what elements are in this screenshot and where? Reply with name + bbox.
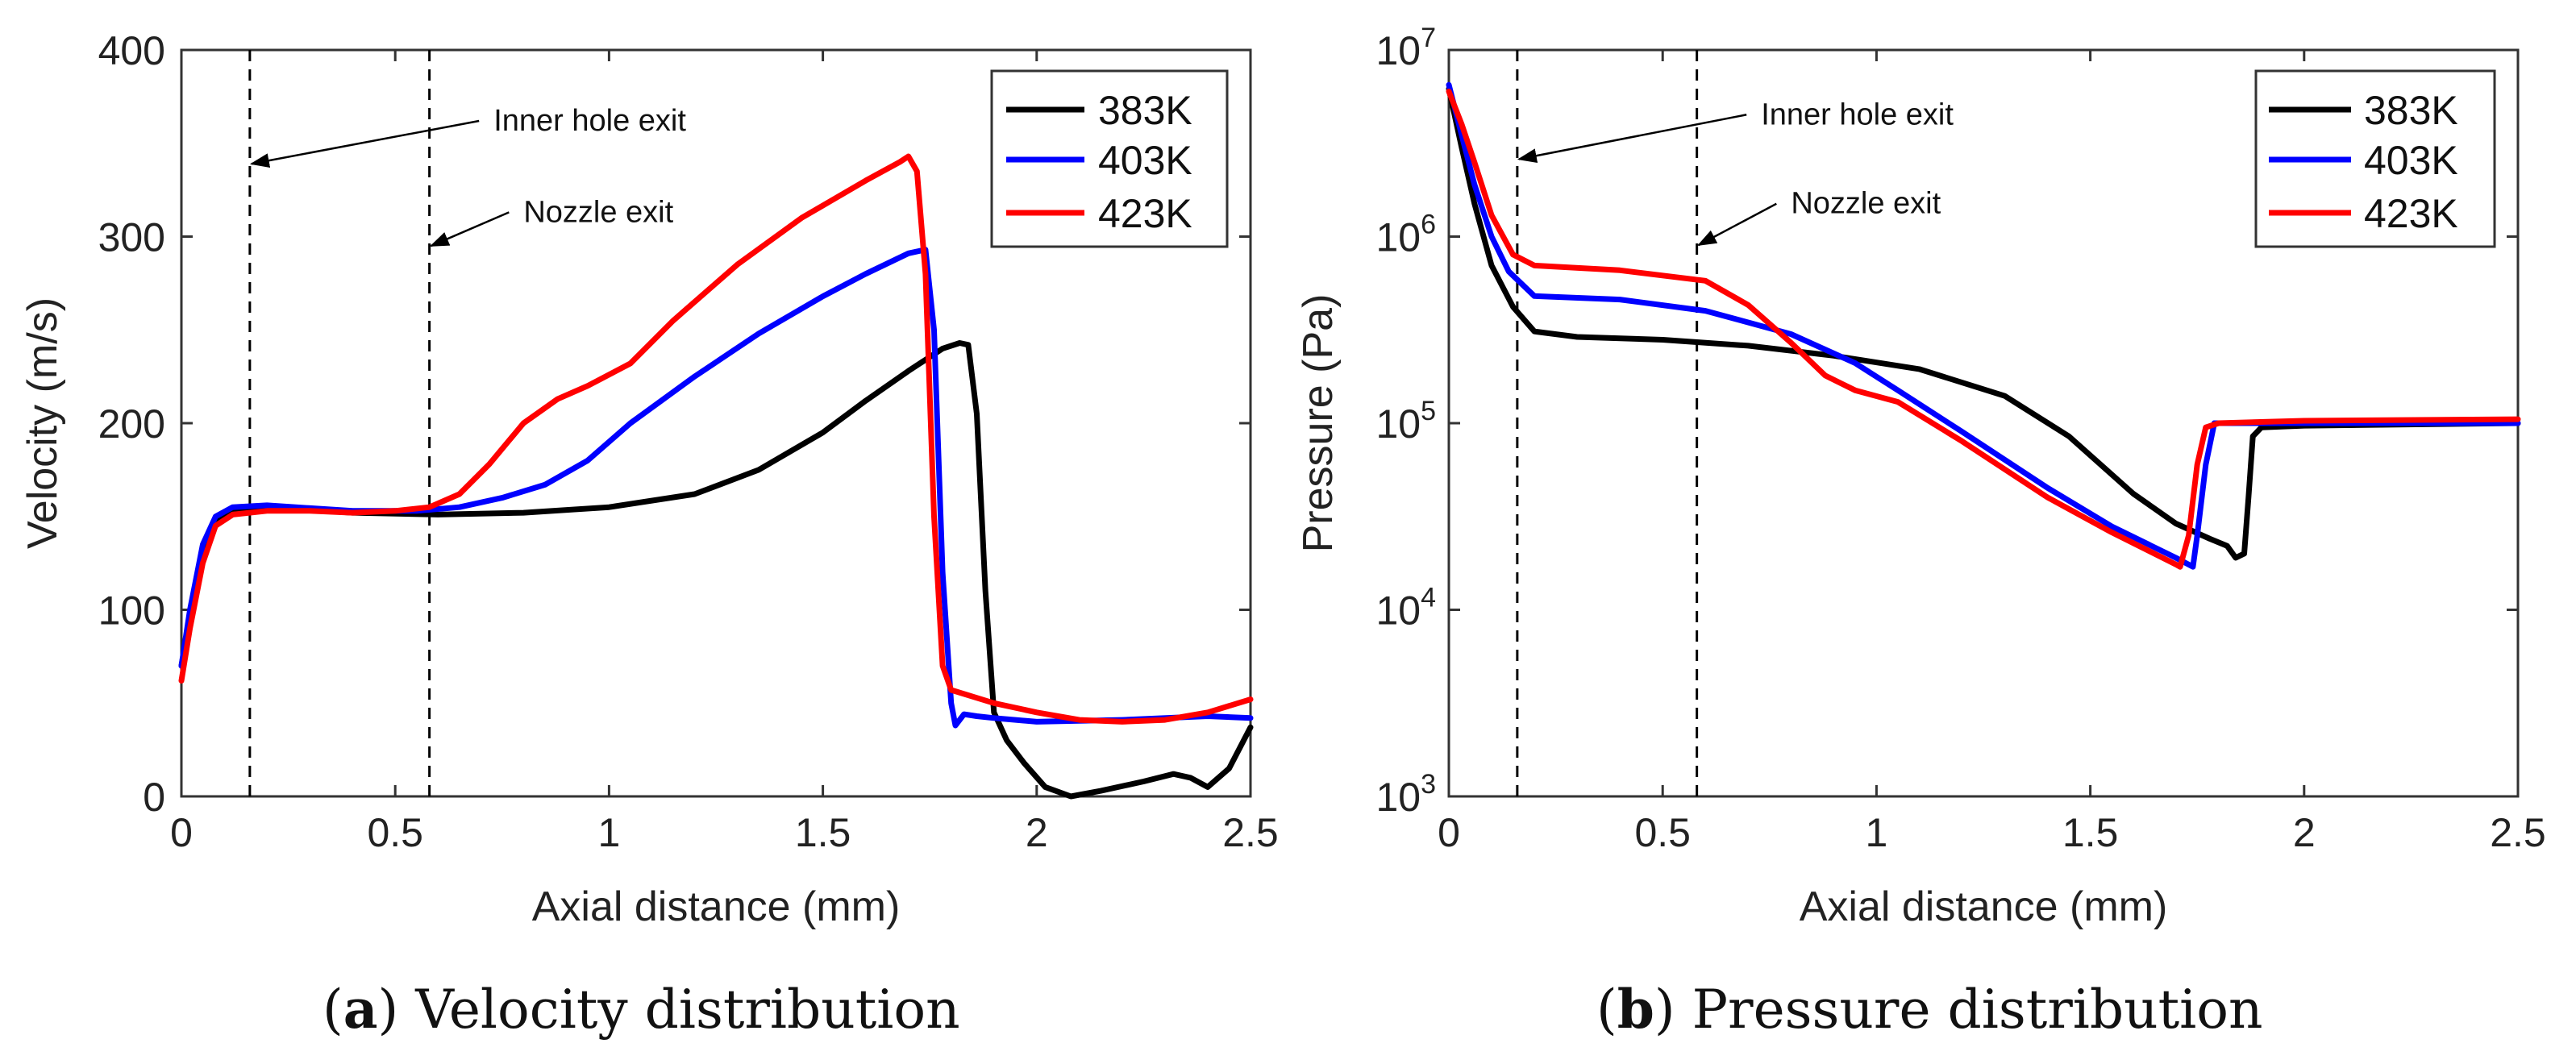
annotation-label: Nozzle exit — [523, 195, 673, 229]
y-tick-label: 107 — [1375, 23, 1436, 73]
x-tick-label: 0 — [170, 810, 193, 855]
annotation-arrow — [1517, 114, 1747, 164]
y-axis-label: Pressure (Pa) — [1295, 294, 1342, 553]
annotation-label: Inner hole exit — [1761, 98, 1954, 131]
data-series — [178, 153, 1254, 800]
y-tick-label: 400 — [98, 28, 165, 73]
x-tick-label: 1 — [597, 810, 620, 855]
x-tick-label: 1.5 — [795, 810, 851, 855]
series-line-423k — [178, 153, 1254, 725]
y-tick-label: 300 — [98, 215, 165, 260]
x-tick-label: 2.5 — [2490, 810, 2546, 855]
x-tick-label: 1 — [1865, 810, 1887, 855]
series-line-423k — [1446, 88, 2521, 570]
reference-lines: Inner hole exit Nozzle exit — [1516, 50, 1954, 796]
y-tick-label: 100 — [98, 588, 165, 634]
annotation-arrow — [249, 119, 480, 168]
x-tick-label: 2.5 — [1222, 810, 1279, 855]
legend-label-423k: 423K — [1098, 191, 1192, 236]
x-tick-label: 0 — [1438, 810, 1460, 855]
y-tick-label: 0 — [143, 775, 165, 820]
legend: 383K 403K 423K — [990, 69, 1229, 248]
x-tick-label: 2 — [1026, 810, 1048, 855]
caption-b: (b) Pressure distribution — [1596, 978, 2263, 1041]
annotation-arrow — [429, 211, 510, 247]
legend: 383K 403K 423K — [2254, 69, 2496, 248]
y-tick-label: 200 — [98, 401, 165, 447]
y-tick-label: 104 — [1375, 583, 1436, 634]
caption-a: (a) Velocity distribution — [323, 978, 960, 1041]
legend-label-383k: 383K — [2364, 88, 2458, 133]
series-line-403k — [1446, 81, 2521, 570]
x-tick-label: 1.5 — [2062, 810, 2119, 855]
axis-ticks: 0 0.5 1 1.5 2 2.5 103 104 105 106 107 — [1375, 23, 2545, 855]
legend-label-383k: 383K — [1098, 88, 1192, 133]
annotation-arrow — [1696, 202, 1777, 247]
series-line-403k — [178, 247, 1254, 729]
legend-label-403k: 403K — [1098, 138, 1192, 183]
legend-label-403k: 403K — [2364, 138, 2458, 183]
series-line-383k — [1446, 85, 2521, 561]
y-axis-label: Velocity (m/s) — [19, 297, 66, 549]
y-tick-label: 106 — [1375, 210, 1436, 260]
axis-ticks: 0 0.5 1 1.5 2 2.5 0 100 200 300 400 — [98, 28, 1279, 855]
velocity-chart: 0 0.5 1 1.5 2 2.5 0 100 200 300 400 Inner hole exi… — [19, 28, 1279, 1041]
annotation-label: Nozzle exit — [1791, 187, 1941, 221]
x-tick-label: 0.5 — [1634, 810, 1691, 855]
x-axis-label: Axial distance (mm) — [532, 883, 901, 930]
x-axis-label: Axial distance (mm) — [1800, 883, 2168, 930]
legend-label-423k: 423K — [2364, 191, 2458, 236]
annotation-label: Inner hole exit — [493, 104, 686, 138]
pressure-chart: 0 0.5 1 1.5 2 2.5 103 104 105 106 107 Inner hole e… — [1295, 23, 2546, 1041]
y-tick-label: 103 — [1375, 769, 1436, 820]
x-tick-label: 2 — [2293, 810, 2316, 855]
y-tick-label: 105 — [1375, 396, 1436, 447]
reference-lines: Inner hole exit Nozzle exit — [248, 50, 686, 796]
x-tick-label: 0.5 — [367, 810, 423, 855]
data-series — [1446, 81, 2521, 570]
